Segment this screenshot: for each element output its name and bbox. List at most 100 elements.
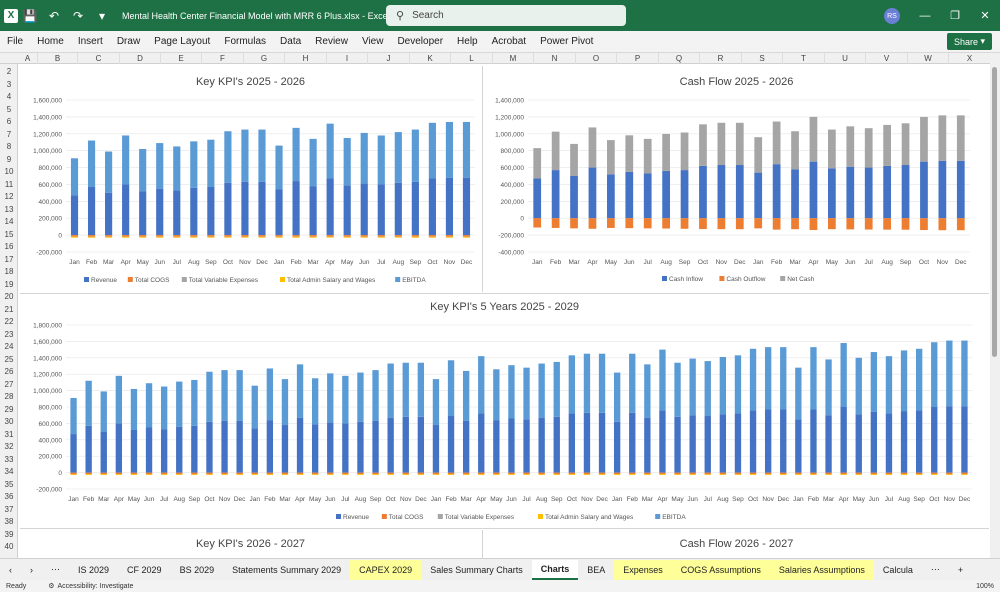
ribbon-tab-file[interactable]: File (7, 36, 24, 47)
add-sheet-icon[interactable]: + (957, 564, 964, 575)
sheet-tab-expenses[interactable]: Expenses (614, 559, 672, 580)
column-header-n[interactable]: N (534, 53, 576, 64)
ribbon-tab-draw[interactable]: Draw (116, 36, 141, 47)
row-header-7[interactable]: 7 (6, 129, 12, 139)
row-header-11[interactable]: 11 (4, 179, 14, 189)
sheet-tab-bs-2029[interactable]: BS 2029 (179, 564, 215, 575)
column-header-u[interactable]: U (825, 53, 866, 64)
tab-scroll-right-icon[interactable]: › (30, 564, 33, 575)
sheet-tab-calcula[interactable]: Calcula (882, 564, 913, 575)
column-header-q[interactable]: Q (659, 53, 700, 64)
close-icon[interactable]: ✕ (980, 10, 990, 22)
ribbon-tab-home[interactable]: Home (37, 36, 64, 47)
sheet-tab-sales-summary-charts[interactable]: Sales Summary Charts (430, 564, 523, 575)
save-icon[interactable]: 💾 (22, 8, 38, 23)
ribbon-tab-data[interactable]: Data (280, 36, 302, 47)
sheet-tab-cf-2029[interactable]: CF 2029 (127, 564, 162, 575)
row-header-26[interactable]: 26 (4, 367, 14, 376)
row-header-28[interactable]: 28 (4, 392, 14, 401)
more-tabs-icon[interactable]: ⋯ (51, 564, 60, 574)
column-header-t[interactable]: T (783, 53, 825, 64)
row-header-4[interactable]: 4 (6, 92, 12, 101)
row-header-14[interactable]: 14 (4, 217, 14, 226)
zoom-level[interactable]: 100% (976, 582, 994, 590)
row-header-21[interactable]: 21 (4, 304, 14, 314)
row-header-10[interactable]: 10 (4, 167, 14, 176)
column-header-x[interactable]: X (949, 53, 991, 64)
column-header-b[interactable]: B (38, 53, 78, 64)
ribbon-tab-page-layout[interactable]: Page Layout (154, 36, 211, 47)
sheet-tab-is-2029[interactable]: IS 2029 (78, 564, 110, 575)
sheet-tab-cogs-assumptions[interactable]: COGS Assumptions (671, 559, 770, 580)
row-header-15[interactable]: 15 (4, 229, 14, 239)
row-header-34[interactable]: 34 (4, 467, 14, 476)
row-header-5[interactable]: 5 (6, 104, 12, 114)
sheet-tab-salaries-assumptions[interactable]: Salaries Assumptions (769, 559, 874, 580)
column-header-w[interactable]: W (908, 53, 949, 64)
sheet-tab-bea[interactable]: BEA (587, 564, 606, 575)
ribbon-tab-acrobat[interactable]: Acrobat (491, 36, 527, 47)
ribbon-tab-review[interactable]: Review (315, 36, 348, 47)
row-header-39[interactable]: 39 (4, 529, 14, 539)
row-header-20[interactable]: 20 (4, 292, 14, 301)
accessibility-status[interactable]: Accessibility: Investigate (57, 582, 134, 590)
ribbon-tab-developer[interactable]: Developer (397, 36, 444, 47)
row-header-33[interactable]: 33 (4, 454, 14, 464)
row-header-13[interactable]: 13 (4, 204, 14, 214)
more-tabs-right-icon[interactable]: ⋯ (930, 564, 940, 574)
row-header-3[interactable]: 3 (6, 79, 12, 89)
chart-kpi-5-years[interactable]: Key KPI's 5 Years 2025 - 2029 1,800,000 1… (20, 295, 989, 527)
row-header-18[interactable]: 18 (4, 267, 14, 276)
row-header-19[interactable]: 19 (4, 279, 14, 289)
ribbon-tab-formulas[interactable]: Formulas (224, 36, 267, 47)
row-header-38[interactable]: 38 (4, 517, 14, 526)
column-header-s[interactable]: S (742, 53, 783, 64)
search-input[interactable]: ⚲ Search (386, 5, 626, 26)
chart-kpi-2025-2026[interactable]: Key KPI's 2025 - 2026 1,600,000 1,400,000… (20, 66, 481, 292)
column-header-l[interactable]: L (451, 53, 493, 64)
row-header-23[interactable]: 23 (4, 329, 14, 339)
ribbon-tab-power-pivot[interactable]: Power Pivot (540, 36, 594, 47)
column-header-v[interactable]: V (866, 53, 908, 64)
column-header-a[interactable]: A (18, 53, 38, 64)
row-header-30[interactable]: 30 (4, 417, 14, 426)
row-header-32[interactable]: 32 (4, 442, 14, 451)
column-header-g[interactable]: G (244, 53, 285, 64)
column-header-m[interactable]: M (493, 53, 534, 64)
row-header-2[interactable]: 2 (6, 67, 12, 76)
row-header-6[interactable]: 6 (6, 117, 12, 126)
sheet-tab-statements-summary-2029[interactable]: Statements Summary 2029 (232, 564, 342, 575)
scroll-thumb[interactable] (992, 67, 997, 357)
minimize-icon[interactable]: — (919, 9, 931, 22)
row-header-12[interactable]: 12 (4, 192, 14, 201)
row-header-25[interactable]: 25 (4, 354, 14, 364)
column-header-i[interactable]: I (327, 53, 368, 64)
column-header-e[interactable]: E (161, 53, 202, 64)
row-header-29[interactable]: 29 (4, 404, 14, 414)
column-header-h[interactable]: H (285, 53, 327, 64)
column-header-k[interactable]: K (410, 53, 451, 64)
row-header-24[interactable]: 24 (4, 342, 14, 351)
undo-icon[interactable]: ↶ (48, 8, 60, 23)
ribbon-tab-help[interactable]: Help (457, 36, 478, 47)
row-header-9[interactable]: 9 (6, 154, 12, 164)
chart-kpi-2026-2027[interactable]: Key KPI's 2026 - 2027 (20, 530, 481, 558)
restore-icon[interactable]: ❐ (950, 10, 960, 22)
row-header-37[interactable]: 37 (4, 504, 14, 514)
column-header-r[interactable]: R (700, 53, 742, 64)
sheet-tab-capex-2029[interactable]: CAPEX 2029 (350, 559, 422, 580)
tab-scroll-left-icon[interactable]: ‹ (9, 564, 12, 575)
chart-cashflow-2026-2027[interactable]: Cash Flow 2026 - 2027 (484, 530, 989, 558)
column-header-c[interactable]: C (78, 53, 120, 64)
row-header-31[interactable]: 31 (4, 429, 14, 439)
row-header-40[interactable]: 40 (4, 542, 14, 551)
column-header-d[interactable]: D (120, 53, 161, 64)
row-header-27[interactable]: 27 (4, 379, 14, 389)
row-header-17[interactable]: 17 (4, 254, 14, 264)
row-header-22[interactable]: 22 (4, 317, 14, 326)
avatar[interactable]: RS (884, 8, 900, 24)
sheet-tab-charts[interactable]: Charts (531, 559, 579, 580)
row-header-16[interactable]: 16 (4, 242, 14, 251)
column-header-j[interactable]: J (368, 53, 410, 64)
column-header-p[interactable]: P (617, 53, 659, 64)
